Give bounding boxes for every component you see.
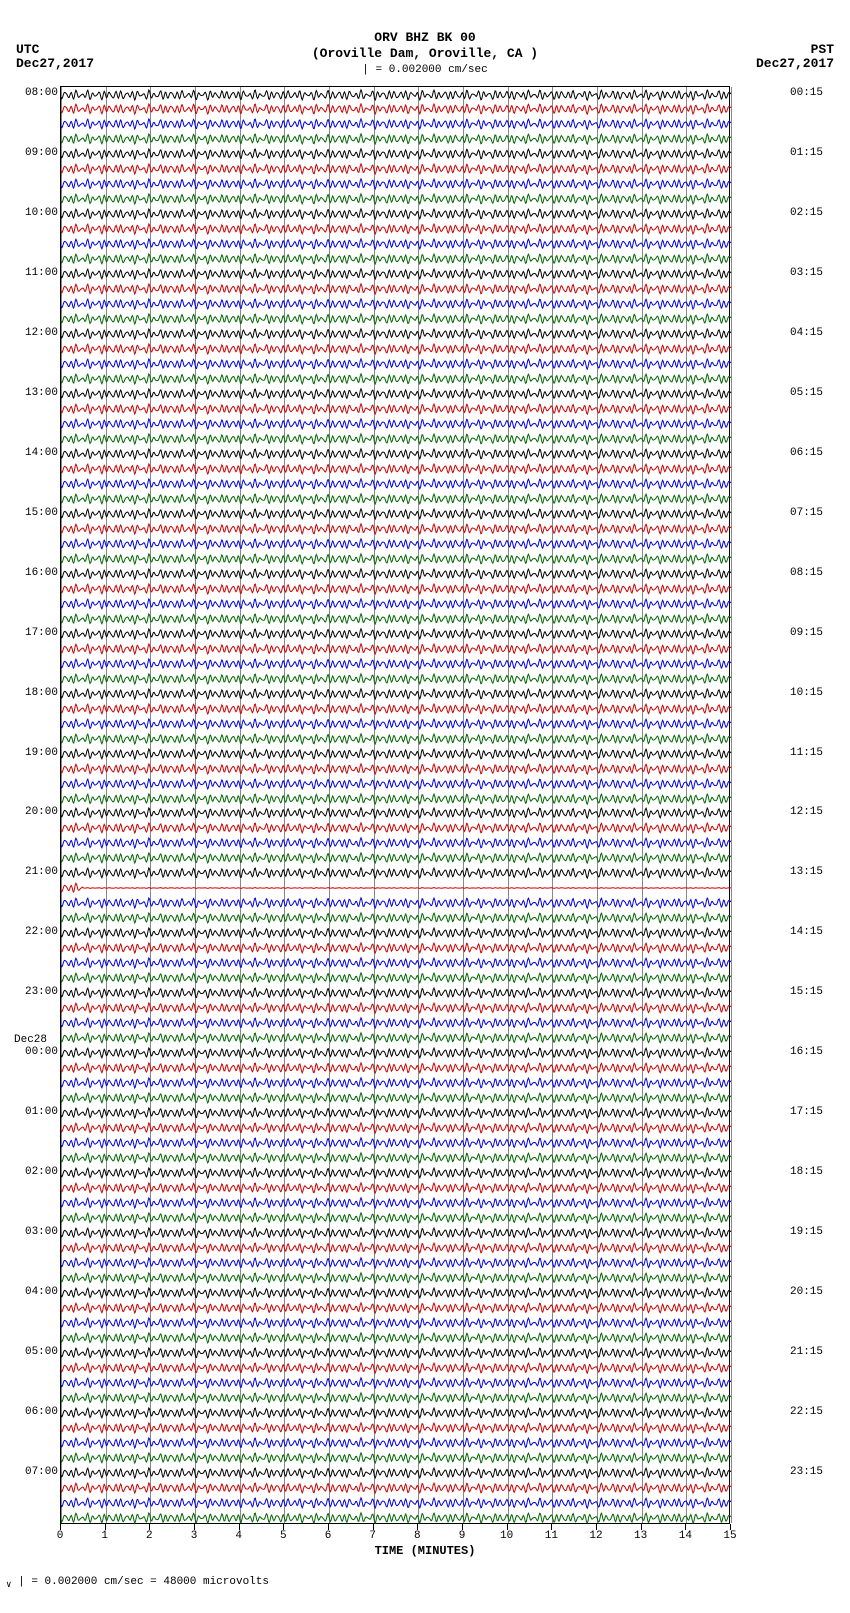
x-tick-label: 12 <box>586 1530 606 1542</box>
pst-hour-label: 23:15 <box>790 1466 832 1478</box>
utc-hour-label: 16:00 <box>20 567 58 579</box>
x-tick-label: 9 <box>452 1530 472 1542</box>
pst-hour-label: 15:15 <box>790 986 832 998</box>
x-tick-label: 15 <box>720 1530 740 1542</box>
utc-hour-label: 02:00 <box>20 1166 58 1178</box>
utc-hour-label: 13:00 <box>20 387 58 399</box>
pst-hour-label: 08:15 <box>790 567 832 579</box>
x-tick-label: 2 <box>139 1530 159 1542</box>
pst-hour-label: 17:15 <box>790 1106 832 1118</box>
pst-hour-label: 12:15 <box>790 806 832 818</box>
bottom-scale-text: ∨ | = 0.002000 cm/sec = 48000 microvolts <box>6 1576 269 1590</box>
utc-hour-label: 15:00 <box>20 507 58 519</box>
x-tick-label: 8 <box>407 1530 427 1542</box>
pst-hour-label: 22:15 <box>790 1406 832 1418</box>
utc-hour-label: 09:00 <box>20 147 58 159</box>
station-location: (Oroville Dam, Oroville, CA ) <box>0 46 850 61</box>
pst-hour-label: 18:15 <box>790 1166 832 1178</box>
utc-hour-label: 21:00 <box>20 866 58 878</box>
seismogram-container: ORV BHZ BK 00 (Oroville Dam, Oroville, C… <box>0 0 850 1613</box>
pst-label: PST <box>811 42 834 57</box>
utc-hour-label: 18:00 <box>20 687 58 699</box>
bottom-scale-value: = 0.002000 cm/sec = 48000 microvolts <box>31 1576 269 1588</box>
x-tick-label: 1 <box>95 1530 115 1542</box>
utc-hour-label: 07:00 <box>20 1466 58 1478</box>
gridline-v <box>731 87 732 1523</box>
bottom-scale-marker: | <box>18 1576 25 1588</box>
date-change-label: Dec28 <box>14 1034 47 1046</box>
utc-hour-label: 06:00 <box>20 1406 58 1418</box>
utc-hour-label: 22:00 <box>20 926 58 938</box>
x-tick-label: 14 <box>675 1530 695 1542</box>
x-tick-label: 11 <box>541 1530 561 1542</box>
utc-hour-label: 10:00 <box>20 207 58 219</box>
utc-hour-label: 12:00 <box>20 327 58 339</box>
x-tick-label: 0 <box>50 1530 70 1542</box>
pst-hour-label: 13:15 <box>790 866 832 878</box>
utc-hour-label: 14:00 <box>20 447 58 459</box>
utc-hour-label: 08:00 <box>20 87 58 99</box>
utc-hour-label: 04:00 <box>20 1286 58 1298</box>
pst-hour-label: 03:15 <box>790 267 832 279</box>
utc-hour-label: 17:00 <box>20 627 58 639</box>
plot-area <box>60 86 730 1524</box>
bottom-scale-sub: ∨ <box>6 1579 12 1590</box>
x-tick-label: 3 <box>184 1530 204 1542</box>
pst-hour-label: 05:15 <box>790 387 832 399</box>
station-id: ORV BHZ BK 00 <box>0 30 850 45</box>
pst-hour-label: 11:15 <box>790 747 832 759</box>
pst-date: Dec27,2017 <box>756 56 834 71</box>
pst-hour-label: 00:15 <box>790 87 832 99</box>
utc-hour-label: 20:00 <box>20 806 58 818</box>
x-tick-label: 4 <box>229 1530 249 1542</box>
pst-hour-label: 01:15 <box>790 147 832 159</box>
pst-hour-label: 10:15 <box>790 687 832 699</box>
utc-hour-label: 00:00 <box>20 1046 58 1058</box>
pst-hour-label: 21:15 <box>790 1346 832 1358</box>
x-tick-label: 5 <box>273 1530 293 1542</box>
pst-hour-label: 20:15 <box>790 1286 832 1298</box>
pst-hour-label: 02:15 <box>790 207 832 219</box>
pst-hour-label: 16:15 <box>790 1046 832 1058</box>
utc-hour-label: 11:00 <box>20 267 58 279</box>
pst-hour-label: 07:15 <box>790 507 832 519</box>
utc-hour-label: 03:00 <box>20 1226 58 1238</box>
x-axis-label: TIME (MINUTES) <box>0 1544 850 1558</box>
utc-label: UTC <box>16 42 39 57</box>
pst-hour-label: 14:15 <box>790 926 832 938</box>
pst-hour-label: 09:15 <box>790 627 832 639</box>
pst-hour-label: 06:15 <box>790 447 832 459</box>
x-tick-label: 13 <box>631 1530 651 1542</box>
pst-hour-label: 04:15 <box>790 327 832 339</box>
scale-text: = 0.002000 cm/sec <box>376 64 488 76</box>
x-tick-label: 6 <box>318 1530 338 1542</box>
utc-hour-label: 01:00 <box>20 1106 58 1118</box>
x-tick-label: 10 <box>497 1530 517 1542</box>
scale-marker: | <box>362 64 369 76</box>
utc-hour-label: 05:00 <box>20 1346 58 1358</box>
utc-date: Dec27,2017 <box>16 56 94 71</box>
utc-hour-label: 19:00 <box>20 747 58 759</box>
seismic-trace <box>61 1508 731 1528</box>
utc-hour-label: 23:00 <box>20 986 58 998</box>
scale-info: | = 0.002000 cm/sec <box>0 64 850 76</box>
pst-hour-label: 19:15 <box>790 1226 832 1238</box>
x-tick-label: 7 <box>363 1530 383 1542</box>
